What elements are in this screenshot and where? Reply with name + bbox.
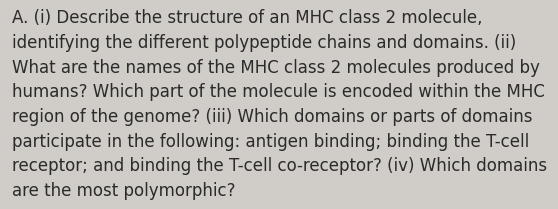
- Text: humans? Which part of the molecule is encoded within the MHC: humans? Which part of the molecule is en…: [12, 83, 545, 101]
- Text: identifying the different polypeptide chains and domains. (ii): identifying the different polypeptide ch…: [12, 34, 516, 52]
- Text: participate in the following: antigen binding; binding the T-cell: participate in the following: antigen bi…: [12, 133, 529, 151]
- Text: A. (i) Describe the structure of an MHC class 2 molecule,: A. (i) Describe the structure of an MHC …: [12, 9, 483, 27]
- Text: What are the names of the MHC class 2 molecules produced by: What are the names of the MHC class 2 mo…: [12, 59, 540, 77]
- Text: region of the genome? (iii) Which domains or parts of domains: region of the genome? (iii) Which domain…: [12, 108, 532, 126]
- Text: are the most polymorphic?: are the most polymorphic?: [12, 182, 235, 200]
- Text: receptor; and binding the T-cell co-receptor? (iv) Which domains: receptor; and binding the T-cell co-rece…: [12, 157, 547, 175]
